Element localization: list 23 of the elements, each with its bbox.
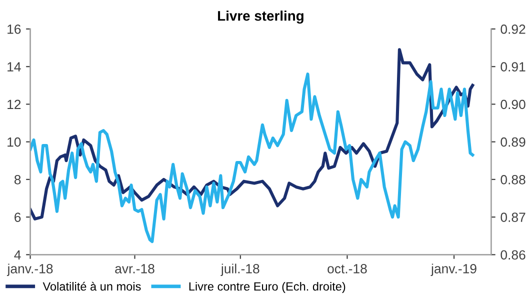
y2-tick-label: 0.92 (500, 24, 526, 34)
legend-label: Livre contre Euro (Ech. droite) (189, 282, 346, 293)
y-tick-label: 12 (8, 100, 21, 109)
x-tick-label: avr.-18 (115, 264, 154, 274)
x-tick-label: janv.-19 (430, 264, 476, 276)
x-tick-label: oct.-18 (328, 264, 367, 274)
x-tick-label: janv.-18 (6, 264, 53, 276)
y2-tick-label: 0.89 (500, 137, 526, 147)
y-tick-label: 16 (8, 24, 21, 34)
y-tick-label: 6 (14, 212, 21, 222)
legend-label: Volatilité à un mois (42, 282, 141, 291)
line-series (30, 72, 474, 244)
y-tick-label: 4 (14, 250, 21, 260)
y-tick-label: 10 (8, 137, 21, 147)
chart-title: Livre sterling (218, 10, 304, 24)
y2-tick-label: 0.91 (500, 62, 526, 72)
y2-tick-label: 0.86 (500, 250, 526, 260)
y-tick-label: 14 (8, 62, 21, 72)
y2-tick-label: 0.90 (500, 100, 526, 110)
x-tick-label: juil.-18 (220, 264, 260, 276)
y-tick-label: 8 (14, 175, 21, 184)
y2-tick-label: 0.88 (500, 175, 526, 184)
y2-tick-label: 0.87 (500, 212, 526, 222)
